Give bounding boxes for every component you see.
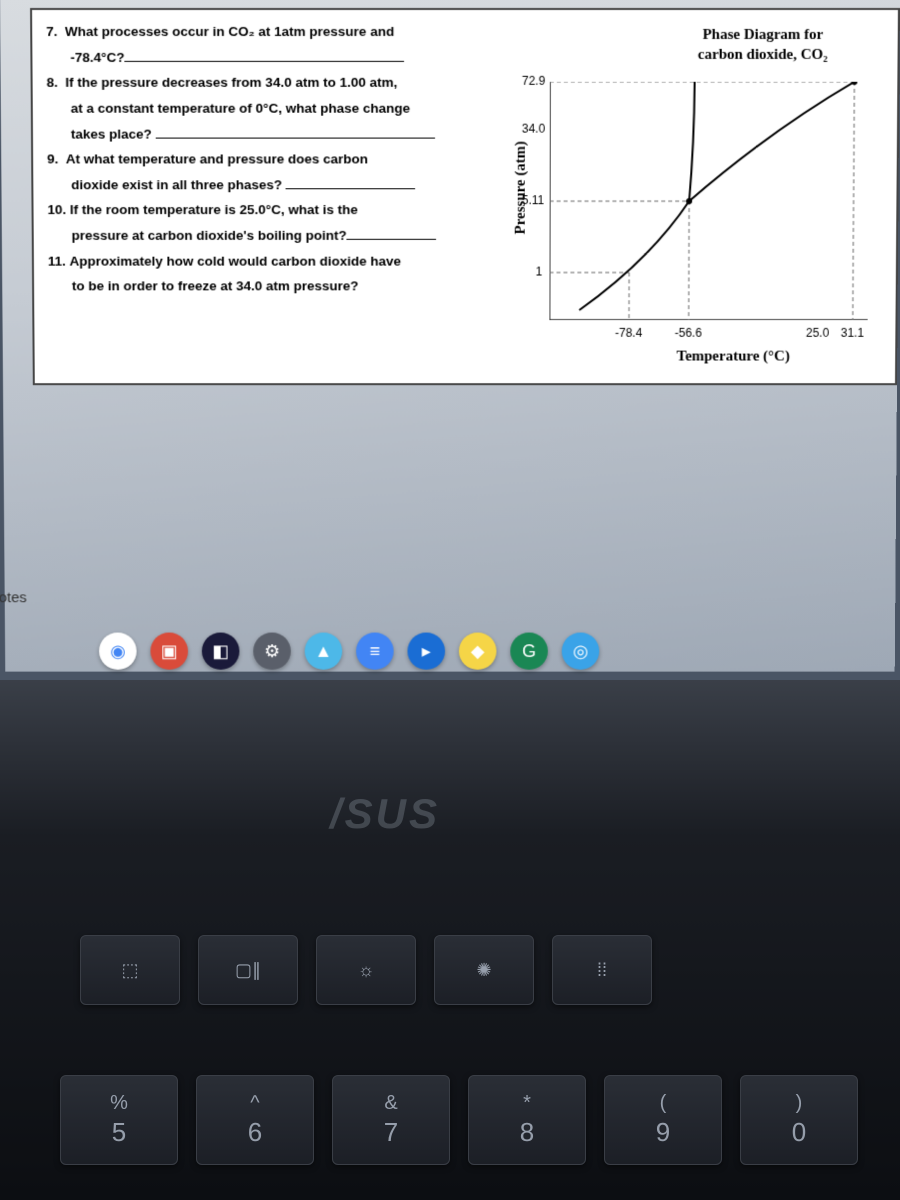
ytick-2: 5.11: [522, 193, 544, 207]
notes-label: otes: [0, 590, 27, 607]
q7-blank[interactable]: [124, 48, 404, 61]
phase-diagram-panel: Phase Diagram for carbon dioxide, CO₂ Pr…: [478, 10, 898, 383]
q10-num: 10.: [47, 203, 66, 218]
q8-text3: takes place?: [71, 126, 152, 141]
key-brightness-up[interactable]: ✺: [434, 935, 534, 1005]
key-brightness-down[interactable]: ☼: [316, 935, 416, 1005]
key-6[interactable]: ^6: [196, 1075, 314, 1165]
q10-blank[interactable]: [347, 226, 437, 239]
app6-icon[interactable]: G: [510, 633, 548, 670]
x-axis-label: Temperature (°C): [677, 349, 790, 366]
q7-text2: -78.4°C?: [70, 50, 124, 65]
phase-diagram-svg: [549, 82, 869, 320]
key-fullscreen[interactable]: ⬚: [80, 935, 180, 1005]
app3-icon[interactable]: ▲: [305, 633, 343, 670]
app4-icon[interactable]: ▸: [407, 633, 445, 670]
questions-panel: 7. What processes occur in CO₂ at 1atm p…: [32, 10, 478, 383]
xtick-2: 25.0: [806, 326, 829, 340]
chart-title-2: carbon dioxide, CO₂: [698, 45, 828, 64]
key-7[interactable]: &7: [332, 1075, 450, 1165]
app2-icon[interactable]: ◧: [202, 633, 240, 670]
key-0[interactable]: )0: [740, 1075, 858, 1165]
q11-text1: Approximately how cold would carbon diox…: [69, 253, 401, 268]
app5-icon[interactable]: ◆: [459, 633, 497, 670]
q8-num: 8.: [47, 75, 58, 90]
key-9[interactable]: (9: [604, 1075, 722, 1165]
q7-num: 7.: [46, 24, 57, 39]
xtick-3: 31.1: [841, 326, 864, 340]
ytick-1: 34.0: [522, 122, 545, 136]
plot-area: [549, 82, 869, 320]
q9-blank[interactable]: [286, 176, 416, 189]
document-window: 7. What processes occur in CO₂ at 1atm p…: [30, 8, 900, 385]
chart-title-1: Phase Diagram for: [698, 26, 828, 45]
q11-text2: to be in order to freeze at 34.0 atm pre…: [72, 279, 359, 294]
settings-icon[interactable]: ⚙: [253, 633, 291, 670]
laptop-screen: 7. What processes occur in CO₂ at 1atm p…: [0, 0, 900, 672]
docs-icon[interactable]: ≡: [356, 633, 394, 670]
key-5[interactable]: %5: [60, 1075, 178, 1165]
ytick-0: 72.9: [522, 74, 545, 88]
app1-icon[interactable]: ▣: [150, 633, 188, 670]
camera-icon[interactable]: ◎: [562, 633, 600, 670]
taskbar: ◉ ▣ ◧ ⚙ ▲ ≡ ▸ ◆ G ◎: [99, 633, 599, 670]
q8-text2: at a constant temperature of 0°C, what p…: [71, 101, 410, 116]
y-axis-label: Pressure (atm): [512, 141, 529, 234]
asus-logo: /SUS: [330, 790, 440, 838]
q9-num: 9.: [47, 152, 58, 167]
ytick-3: 1: [536, 265, 543, 279]
fn-key-row: ⬚ ▢∥ ☼ ✺ ⁞⁞: [80, 935, 652, 1005]
q9-text1: At what temperature and pressure does ca…: [66, 152, 368, 167]
key-8[interactable]: *8: [468, 1075, 586, 1165]
q10-text1: If the room temperature is 25.0°C, what …: [70, 203, 358, 218]
chart-title: Phase Diagram for carbon dioxide, CO₂: [698, 26, 828, 65]
xtick-1: -56.6: [675, 326, 702, 340]
xtick-0: -78.4: [615, 326, 642, 340]
q8-blank[interactable]: [155, 125, 434, 138]
key-keyboard-backlight[interactable]: ⁞⁞: [552, 935, 652, 1005]
laptop-body: /SUS ⬚ ▢∥ ☼ ✺ ⁞⁞ %5^6&7*8(9)0: [0, 680, 900, 1200]
q10-text2: pressure at carbon dioxide's boiling poi…: [72, 228, 347, 243]
q11-num: 11.: [48, 253, 66, 268]
chrome-icon[interactable]: ◉: [99, 633, 137, 670]
key-overview[interactable]: ▢∥: [198, 935, 298, 1005]
q7-text1: What processes occur in CO₂ at 1atm pres…: [65, 24, 394, 39]
number-key-row: %5^6&7*8(9)0: [60, 1075, 858, 1165]
q8-text1: If the pressure decreases from 34.0 atm …: [65, 75, 397, 90]
q9-text2: dioxide exist in all three phases?: [71, 177, 282, 192]
